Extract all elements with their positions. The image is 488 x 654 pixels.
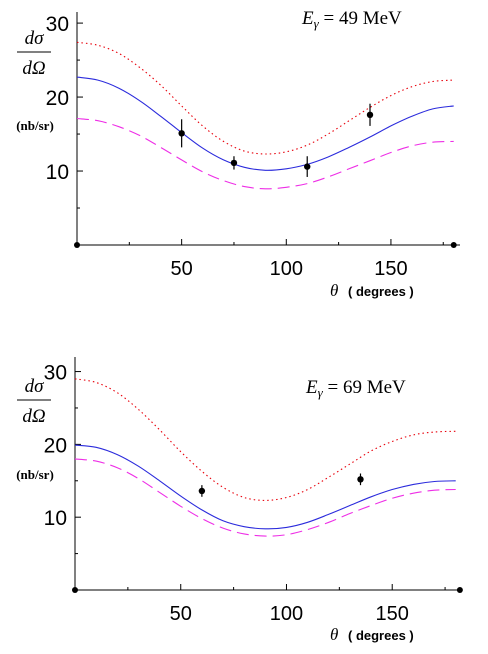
series-line-solid — [76, 76, 454, 171]
axis-dot — [72, 587, 78, 593]
axis-dot — [456, 587, 463, 593]
energy-label: Eγ = 49 MeV — [301, 8, 402, 31]
y-tick-label: 20 — [44, 434, 67, 457]
energy-value: = 69 MeV — [323, 377, 406, 398]
y-tick-label: 30 — [44, 362, 67, 385]
chart-panel-2: 10 20 30 50 100 150 Eγ = 69 MeV dσ dΩ (nb/sr) θ ( d… — [16, 357, 463, 644]
y-tick-label: 30 — [46, 13, 69, 36]
ylabel-denominator: dΩ — [22, 58, 46, 79]
chart-panel-1: 10 20 30 50 100 150 Eγ = 49 MeV dσ dΩ (nb/sr) θ ( d… — [16, 8, 460, 300]
series-line-dotted — [74, 378, 456, 501]
series-line-dashed — [76, 117, 454, 190]
data-point — [230, 159, 238, 167]
ylabel-unit: (nb/sr) — [16, 467, 54, 482]
energy-subscript: γ — [318, 385, 324, 400]
energy-label: Eγ = 69 MeV — [305, 377, 406, 400]
x-tick-label: 100 — [270, 258, 303, 280]
data-point — [366, 111, 374, 119]
data-point — [178, 130, 185, 137]
energy-symbol: E — [301, 8, 314, 29]
series-line-dotted — [76, 41, 454, 155]
xlabel-symbol: θ — [330, 625, 338, 644]
ylabel-numerator: dσ — [25, 376, 45, 397]
energy-symbol: E — [305, 377, 318, 398]
ylabel-numerator: dσ — [25, 28, 45, 49]
data-point — [357, 476, 364, 483]
xlabel-text: ( degrees ) — [348, 628, 414, 643]
x-tick-label: 100 — [270, 603, 303, 625]
ylabel-unit: (nb/sr) — [16, 118, 54, 133]
energy-subscript: γ — [314, 16, 320, 31]
x-tick-label: 50 — [170, 603, 192, 625]
y-tick-label: 10 — [46, 161, 69, 184]
x-tick-label: 150 — [374, 258, 407, 280]
axis-dot — [74, 242, 80, 248]
ylabel-denominator: dΩ — [22, 406, 46, 427]
data-point — [198, 487, 206, 495]
energy-value: = 49 MeV — [319, 8, 402, 29]
xlabel-symbol: θ — [330, 281, 338, 300]
series-line-dashed — [74, 458, 456, 537]
x-tick-label: 50 — [171, 258, 193, 280]
y-tick-label: 20 — [46, 87, 69, 110]
series-line-solid — [74, 444, 456, 530]
xlabel-text: ( degrees ) — [348, 284, 414, 299]
y-tick-label: 10 — [44, 507, 67, 530]
axis-dot — [450, 242, 457, 248]
data-point — [304, 163, 311, 170]
x-tick-label: 150 — [376, 603, 409, 625]
